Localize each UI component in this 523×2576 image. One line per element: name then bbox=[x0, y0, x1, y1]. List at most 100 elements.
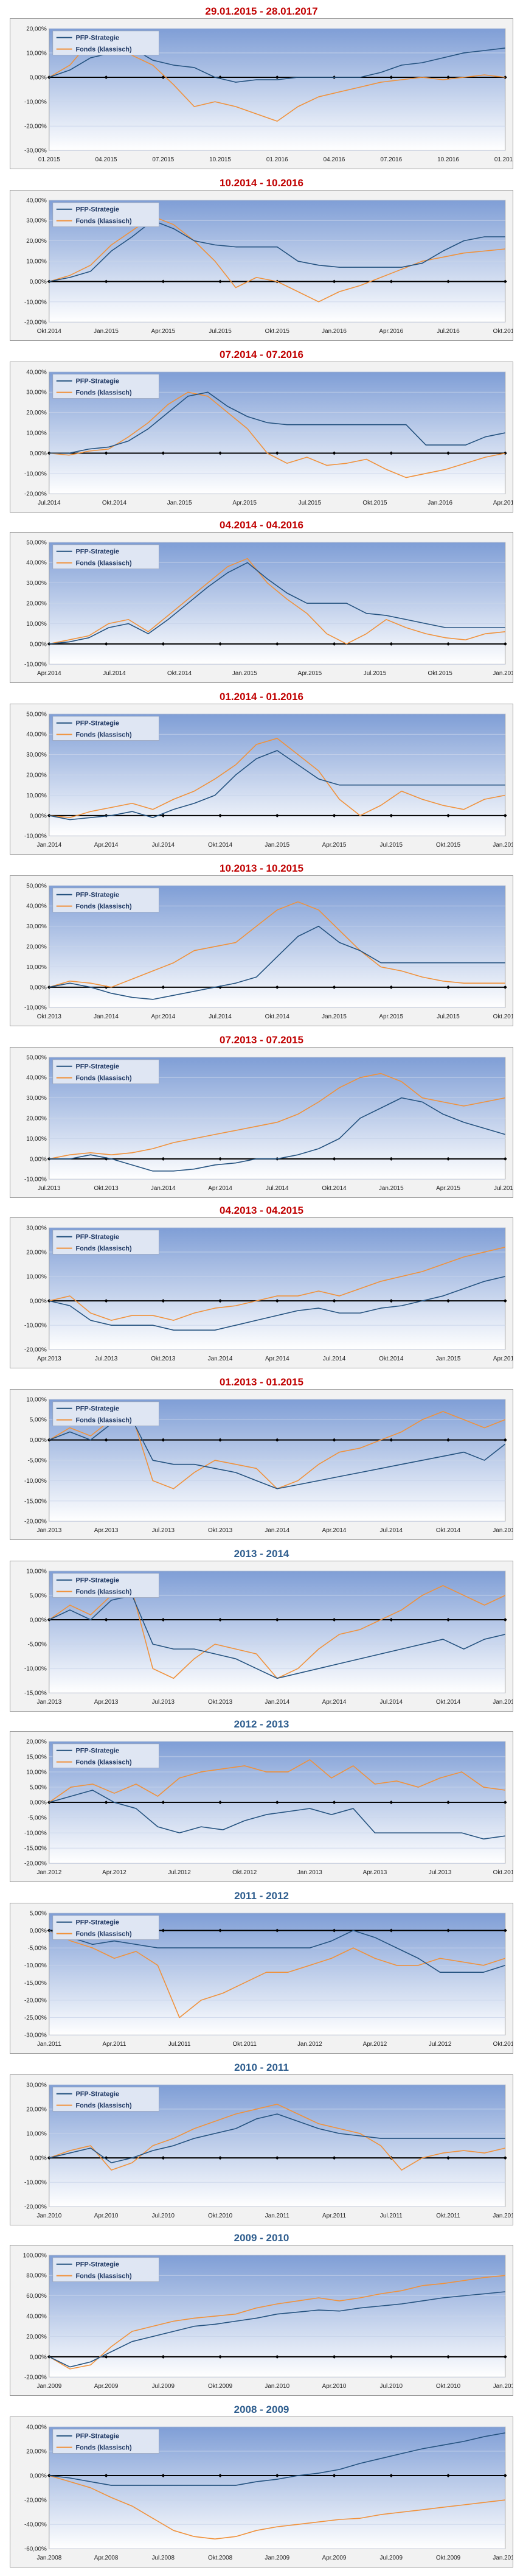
x-tick-label: Jan.2011 bbox=[493, 2383, 513, 2390]
y-tick-label: 0,00% bbox=[30, 1437, 47, 1444]
baseline-marker bbox=[332, 813, 336, 817]
x-tick-label: Okt.2009 bbox=[208, 2383, 233, 2390]
line-chart: 50,00% 40,00% 30,00% 20,00% 10,00% 0,00% -10,0… bbox=[24, 711, 513, 849]
y-tick-label: -10,00% bbox=[24, 1830, 47, 1837]
y-tick-label: -20,00% bbox=[24, 491, 47, 498]
x-tick-label: 07.2016 bbox=[380, 156, 402, 163]
y-tick-label: -25,00% bbox=[24, 2015, 47, 2021]
baseline-marker bbox=[503, 985, 507, 989]
series-line-strategy bbox=[49, 1930, 505, 1973]
x-tick-label: Jan.2010 bbox=[265, 2383, 289, 2390]
legend-label-strategy: PFP-Strategie bbox=[75, 1234, 119, 1241]
y-tick-label: -5,00% bbox=[27, 1815, 47, 1822]
x-tick-label: Okt.2012 bbox=[493, 2041, 513, 2048]
x-tick-label: Jul.2012 bbox=[168, 1869, 191, 1876]
y-tick-label: -5,00% bbox=[27, 1642, 47, 1648]
legend: PFP-Strategie Fonds (klassisch) bbox=[52, 202, 159, 227]
x-tick-label: Jan.2014 bbox=[265, 1699, 289, 1706]
y-tick-label: 0,00% bbox=[30, 279, 47, 285]
y-tick-label: 30,00% bbox=[26, 923, 47, 930]
legend-label-strategy: PFP-Strategie bbox=[75, 2091, 119, 2098]
y-tick-label: 0,00% bbox=[30, 984, 47, 991]
legend-label-strategy: PFP-Strategie bbox=[75, 720, 119, 727]
baseline-marker bbox=[161, 1157, 165, 1161]
y-tick-label: 10,00% bbox=[26, 2130, 47, 2137]
y-tick-label: 30,00% bbox=[26, 1225, 47, 1231]
legend-label-fund: Fonds (klassisch) bbox=[75, 560, 131, 567]
chart-frame: 100,00% 80,00% 60,00% 40,00% 20,00% 0,00% -20,… bbox=[10, 2245, 513, 2396]
baseline-marker bbox=[104, 451, 108, 455]
y-tick-label: 20,00% bbox=[26, 1116, 47, 1122]
legend: PFP-Strategie Fonds (klassisch) bbox=[52, 1915, 159, 1940]
chart-title: 07.2013 - 07.2015 bbox=[219, 1034, 303, 1046]
y-tick-label: -10,00% bbox=[24, 1478, 47, 1485]
y-tick-label: 80,00% bbox=[26, 2273, 47, 2280]
x-tick-label: Jul.2014 bbox=[323, 1356, 346, 1362]
legend-label-strategy: PFP-Strategie bbox=[75, 1748, 119, 1755]
x-tick-label: Apr.2014 bbox=[37, 670, 61, 677]
legend-label-strategy: PFP-Strategie bbox=[75, 1577, 119, 1584]
series-line-strategy bbox=[49, 562, 505, 645]
baseline-marker bbox=[161, 2354, 165, 2359]
baseline-marker bbox=[389, 279, 393, 284]
chart-frame: 10,00% 5,00% 0,00% -5,00% -10,00% -15,00% -20,… bbox=[10, 1389, 513, 1540]
baseline-marker bbox=[503, 1157, 507, 1161]
legend-label-fund: Fonds (klassisch) bbox=[75, 2102, 131, 2110]
legend: PFP-Strategie Fonds (klassisch) bbox=[52, 2087, 159, 2112]
series-line-strategy bbox=[49, 1790, 505, 1839]
x-tick-label: Jul.2014 bbox=[380, 1699, 403, 1706]
x-tick-label: Jul.2010 bbox=[380, 2383, 403, 2390]
x-tick-label: Okt.2014 bbox=[167, 670, 192, 677]
y-tick-label: 0,00% bbox=[30, 813, 47, 819]
x-tick-label: Okt.2013 bbox=[37, 1013, 62, 1020]
x-tick-label: Jan.2013 bbox=[36, 1527, 61, 1534]
x-tick-label: Jul.2013 bbox=[38, 1185, 61, 1192]
y-tick-label: -15,00% bbox=[24, 1690, 47, 1697]
y-tick-label: 30,00% bbox=[26, 390, 47, 396]
x-tick-label: Okt.2010 bbox=[208, 2213, 233, 2219]
x-tick-label: Apr.2015 bbox=[493, 1356, 513, 1362]
x-tick-label: Jul.2009 bbox=[152, 2383, 175, 2390]
baseline-marker bbox=[47, 1157, 51, 1161]
x-tick-label: Apr.2013 bbox=[94, 1527, 119, 1534]
baseline-marker bbox=[446, 642, 450, 646]
baseline-marker bbox=[218, 1157, 223, 1161]
line-chart: 40,00% 30,00% 20,00% 10,00% 0,00% -10,00% -20,… bbox=[24, 369, 513, 506]
y-tick-label: -5,00% bbox=[27, 1458, 47, 1465]
x-tick-label: Okt.2013 bbox=[208, 1699, 233, 1706]
x-tick-label: Jan.2012 bbox=[36, 1869, 61, 1876]
y-tick-label: 40,00% bbox=[26, 197, 47, 204]
x-tick-label: Jan.2016 bbox=[322, 328, 347, 335]
y-tick-label: 20,00% bbox=[26, 772, 47, 779]
y-tick-label: -30,00% bbox=[24, 2032, 47, 2039]
line-chart: 40,00% 20,00% 0,00% -20,00% -40,00% -60,00% Ja… bbox=[24, 2424, 513, 2561]
y-tick-label: 0,00% bbox=[30, 1800, 47, 1807]
chart-title: 01.2013 - 01.2015 bbox=[219, 1376, 303, 1388]
x-tick-label: Apr.2011 bbox=[322, 2213, 346, 2219]
baseline-marker bbox=[104, 279, 108, 284]
baseline-marker bbox=[218, 642, 223, 646]
x-tick-label: Apr.2013 bbox=[363, 1869, 387, 1876]
y-tick-label: 0,00% bbox=[30, 1928, 47, 1934]
legend-label-strategy: PFP-Strategie bbox=[75, 548, 119, 556]
legend: PFP-Strategie Fonds (klassisch) bbox=[52, 30, 159, 55]
x-tick-label: Jan.2014 bbox=[208, 1356, 233, 1362]
x-tick-label: Apr.2013 bbox=[94, 1699, 119, 1706]
y-tick-label: 100,00% bbox=[23, 2252, 47, 2259]
series-line-strategy bbox=[49, 750, 505, 821]
x-tick-label: Jul.2014 bbox=[380, 1527, 403, 1534]
series-line-strategy bbox=[49, 2291, 505, 2368]
y-tick-label: 50,00% bbox=[26, 539, 47, 546]
legend-label-strategy: PFP-Strategie bbox=[75, 2433, 119, 2440]
x-tick-label: Okt.2015 bbox=[362, 500, 387, 506]
x-tick-label: Jan.2013 bbox=[36, 1699, 61, 1706]
chart-title: 04.2013 - 04.2015 bbox=[219, 1205, 303, 1216]
x-tick-label: Jan.2015 bbox=[232, 670, 257, 677]
y-tick-label: -15,00% bbox=[24, 1980, 47, 1987]
x-tick-label: Jan.2015 bbox=[94, 328, 119, 335]
x-tick-label: Apr.2009 bbox=[322, 2555, 347, 2561]
y-tick-label: 40,00% bbox=[26, 369, 47, 376]
y-tick-label: 10,00% bbox=[26, 50, 47, 57]
y-tick-label: -10,00% bbox=[24, 1962, 47, 1969]
x-tick-label: Okt.2010 bbox=[436, 2383, 461, 2390]
